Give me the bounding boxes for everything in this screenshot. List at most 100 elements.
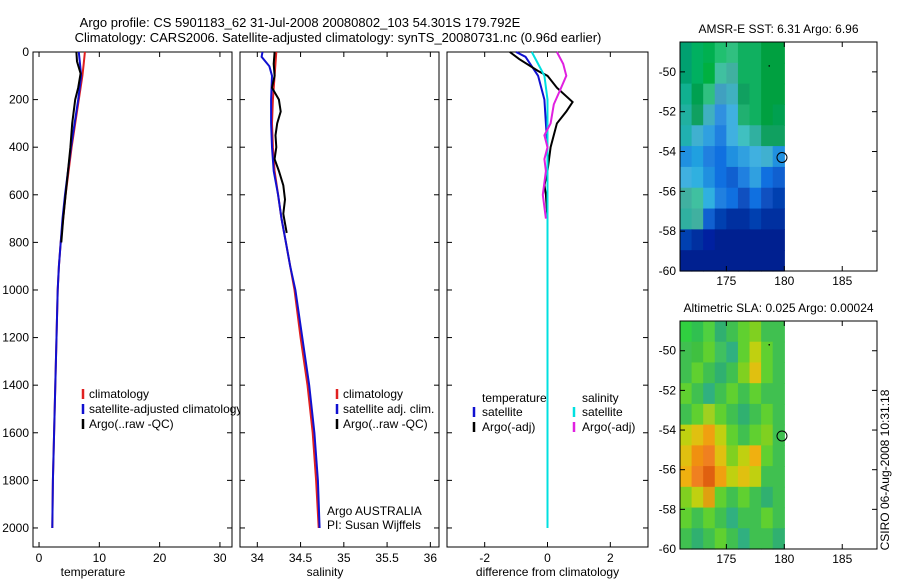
x-tick-label: 34: [251, 551, 265, 565]
heatmap-cell: [703, 125, 716, 147]
y-tick-label: 1000: [2, 283, 29, 297]
heatmap-cell: [761, 229, 774, 251]
x-tick-label: 36: [424, 551, 438, 565]
heatmap-cell: [737, 208, 751, 230]
heatmap-cell: [761, 424, 774, 446]
heatmap-cell: [737, 62, 751, 85]
heatmap-cell: [714, 445, 727, 467]
y-tick-label: 1800: [2, 473, 29, 487]
heatmap-cell: [714, 146, 727, 168]
heatmap-cell: [680, 208, 693, 230]
heatmap-cell: [737, 528, 751, 550]
heatmap-cell: [761, 104, 774, 126]
heatmap-cell: [737, 187, 751, 210]
plot-frame: [239, 51, 440, 548]
legend-label: climatology: [89, 387, 149, 401]
legend-label: satellite adj. clim.: [343, 402, 434, 416]
heatmap-cell: [761, 507, 774, 529]
heatmap-cell: [749, 42, 762, 64]
heatmap-cell: [761, 187, 774, 210]
map-title: Altimetric SLA: 0.025 Argo: 0.00024: [683, 301, 873, 315]
heatmap-cell: [691, 208, 704, 230]
heatmap-cell: [726, 424, 739, 446]
x-tick-label: 10: [93, 551, 107, 565]
heatmap-cell: [691, 146, 704, 168]
heatmap-cell: [726, 486, 739, 509]
heatmap-cell: [691, 528, 704, 550]
heatmap-cell: [680, 383, 693, 405]
heatmap-cell: [772, 403, 785, 426]
heatmap-cell: [691, 507, 704, 529]
heatmap-cell: [749, 445, 762, 467]
heatmap-cell: [749, 528, 762, 550]
heatmap-cell: [749, 62, 762, 85]
legend-label: Argo(..raw -QC): [343, 417, 428, 431]
heatmap-cell: [726, 229, 739, 251]
heatmap-cell: [691, 321, 704, 343]
x-axis-label: temperature: [61, 565, 126, 579]
legend-label: Argo(-adj): [482, 420, 535, 434]
heatmap-cell: [761, 250, 774, 272]
heatmap-cell: [772, 229, 785, 251]
heatmap-cell: [680, 250, 693, 272]
heatmap-cell: [703, 486, 716, 509]
legend-label: Argo(-adj): [582, 420, 635, 434]
heatmap-cell: [691, 62, 704, 85]
heatmap-cell: [691, 403, 704, 426]
heatmap-cell: [737, 321, 751, 343]
heatmap-cell: [772, 486, 785, 509]
heatmap-cell: [714, 250, 727, 272]
heatmap-cell: [703, 229, 716, 251]
heatmap-cell: [691, 486, 704, 509]
heatmap-cell: [680, 424, 693, 446]
heatmap-cell: [726, 125, 739, 147]
heatmap-cell: [749, 486, 762, 509]
heatmap-cell: [680, 528, 693, 550]
heatmap-cell: [761, 403, 774, 426]
annotation-text: PI: Susan Wijffels: [327, 518, 421, 532]
figure-title-line2: Climatology: CARS2006. Satellite-adjuste…: [75, 30, 602, 45]
heatmap-cell: [726, 208, 739, 230]
heatmap-cell: [749, 383, 762, 405]
legend-group-title: salinity: [582, 391, 619, 405]
x-tick-label: 35: [337, 551, 351, 565]
heatmap-cell: [714, 486, 727, 509]
heatmap-cell: [691, 104, 704, 126]
heatmap-cell: [691, 250, 704, 272]
y-tick-label: -50: [659, 65, 677, 79]
panel-temperature: 0 10 20 30 0 200 400 600 800 1000 1200 1400 1600 1800…: [2, 45, 242, 579]
heatmap-cell: [737, 362, 751, 384]
map-frame: [679, 320, 878, 550]
heatmap-cell: [761, 528, 774, 550]
y-tick-label: 600: [9, 188, 29, 202]
heatmap-cell: [726, 166, 739, 189]
heatmap-cell: [772, 445, 785, 467]
y-tick-label: -52: [659, 105, 677, 119]
heatmap-cell: [737, 42, 751, 64]
heatmap-cell: [680, 341, 693, 364]
heatmap-cell: [726, 104, 739, 126]
x-tick-label: 180: [774, 552, 794, 566]
y-tick-label: -60: [659, 264, 677, 278]
heatmap-cell: [749, 104, 762, 126]
heatmap-cell: [703, 250, 716, 272]
heatmap-cell: [714, 403, 727, 426]
heatmap-cell: [691, 42, 704, 64]
heatmap-cell: [703, 507, 716, 529]
heatmap-cell: [749, 507, 762, 529]
heatmap-cell: [714, 362, 727, 384]
heatmap-cell: [772, 125, 785, 147]
heatmap-cell: [749, 466, 762, 488]
heatmap-cell: [726, 403, 739, 426]
map-dot: [768, 65, 771, 67]
heatmap-cell: [703, 362, 716, 384]
heatmap-cell: [761, 208, 774, 230]
heatmap-cell: [703, 528, 716, 550]
series-line: [541, 51, 568, 219]
heatmap-cell: [761, 466, 774, 488]
y-tick-label: -54: [659, 423, 677, 437]
heatmap-cell: [761, 383, 774, 405]
heatmap-cell: [691, 424, 704, 446]
heatmap-cell: [772, 104, 785, 126]
